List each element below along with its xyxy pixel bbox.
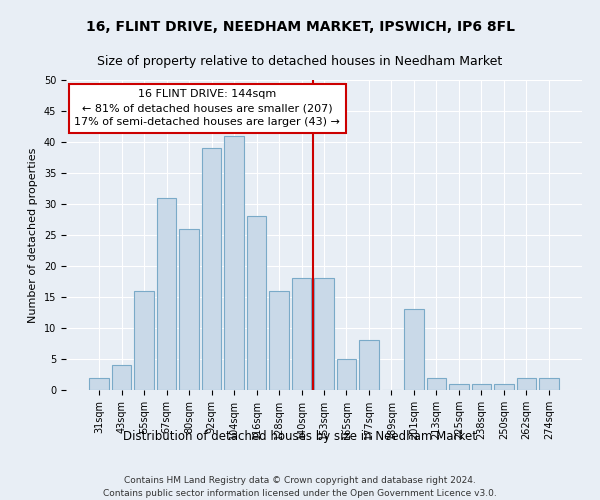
Bar [292, 278, 311, 390]
Bar [404, 310, 424, 390]
Bar [157, 198, 176, 390]
Bar [179, 229, 199, 390]
Bar [337, 359, 356, 390]
Bar [134, 291, 154, 390]
Bar [112, 365, 131, 390]
Bar [224, 136, 244, 390]
Bar [517, 378, 536, 390]
Text: Size of property relative to detached houses in Needham Market: Size of property relative to detached ho… [97, 55, 503, 68]
Bar [314, 278, 334, 390]
Bar [472, 384, 491, 390]
Bar [269, 291, 289, 390]
Bar [449, 384, 469, 390]
Bar [494, 384, 514, 390]
Text: 16, FLINT DRIVE, NEEDHAM MARKET, IPSWICH, IP6 8FL: 16, FLINT DRIVE, NEEDHAM MARKET, IPSWICH… [86, 20, 515, 34]
Text: 16 FLINT DRIVE: 144sqm
← 81% of detached houses are smaller (207)
17% of semi-de: 16 FLINT DRIVE: 144sqm ← 81% of detached… [74, 90, 340, 128]
Bar [202, 148, 221, 390]
Text: Distribution of detached houses by size in Needham Market: Distribution of detached houses by size … [123, 430, 477, 443]
Bar [247, 216, 266, 390]
Y-axis label: Number of detached properties: Number of detached properties [28, 148, 38, 322]
Bar [539, 378, 559, 390]
Bar [359, 340, 379, 390]
Text: Contains HM Land Registry data © Crown copyright and database right 2024.
Contai: Contains HM Land Registry data © Crown c… [103, 476, 497, 498]
Bar [427, 378, 446, 390]
Bar [89, 378, 109, 390]
